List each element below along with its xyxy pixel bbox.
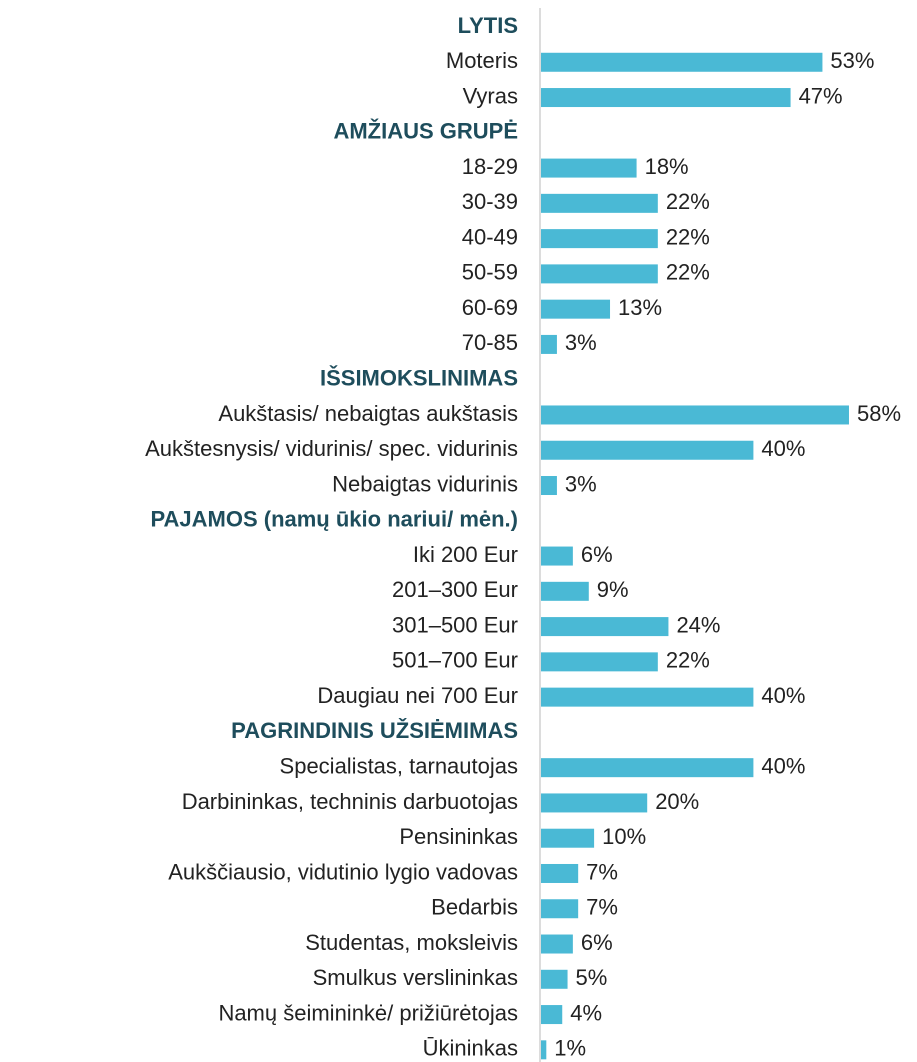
bar	[541, 476, 557, 496]
bar	[541, 299, 611, 319]
value-label: 7%	[586, 895, 618, 920]
category-label: 201–300 Eur	[392, 577, 518, 602]
bar	[541, 687, 754, 707]
value-label: 6%	[581, 542, 613, 567]
bar	[541, 52, 823, 72]
value-label: 7%	[586, 859, 618, 884]
bar	[541, 334, 557, 354]
group-header: LYTIS	[458, 13, 518, 38]
category-label: 50-59	[462, 260, 518, 285]
value-label: 40%	[761, 683, 805, 708]
bar	[541, 863, 579, 883]
category-label: Namų šeimininkė/ prižiūrėtojas	[218, 1000, 518, 1025]
group-header: PAJAMOS (namų ūkio nariui/ mėn.)	[150, 507, 518, 532]
category-label: Studentas, moksleivis	[305, 930, 518, 955]
category-label: 501–700 Eur	[392, 648, 518, 673]
category-label: Aukštesnysis/ vidurinis/ spec. vidurinis	[145, 436, 518, 461]
bar	[541, 193, 658, 213]
group-header: PAGRINDINIS UŽSIĖMIMAS	[231, 718, 518, 743]
value-label: 3%	[565, 330, 597, 355]
value-label: 22%	[666, 224, 710, 249]
category-label: Bedarbis	[431, 895, 518, 920]
value-label: 53%	[830, 48, 874, 73]
category-label: Pensininkas	[399, 824, 518, 849]
value-label: 40%	[761, 436, 805, 461]
value-label: 10%	[602, 824, 646, 849]
value-label: 3%	[565, 471, 597, 496]
value-label: 1%	[554, 1036, 586, 1061]
bar	[541, 969, 568, 989]
value-label: 18%	[645, 154, 689, 179]
category-label: Vyras	[463, 83, 518, 108]
category-label: Ūkininkas	[423, 1036, 518, 1061]
bar	[541, 229, 658, 249]
value-label: 6%	[581, 930, 613, 955]
bar	[541, 934, 573, 954]
value-label: 22%	[666, 260, 710, 285]
bar	[541, 828, 595, 848]
bar	[541, 1040, 547, 1060]
value-label: 22%	[666, 648, 710, 673]
bar	[541, 758, 754, 778]
value-label: 24%	[676, 612, 720, 637]
category-label: 60-69	[462, 295, 518, 320]
value-label: 22%	[666, 189, 710, 214]
category-label: Specialistas, tarnautojas	[280, 753, 518, 778]
bar	[541, 405, 849, 425]
category-label: 40-49	[462, 224, 518, 249]
category-label: 70-85	[462, 330, 518, 355]
category-label: 30-39	[462, 189, 518, 214]
category-label: Aukštasis/ nebaigtas aukštasis	[218, 401, 518, 426]
value-label: 13%	[618, 295, 662, 320]
group-header: AMŽIAUS GRUPĖ	[333, 119, 518, 144]
bar	[541, 1005, 563, 1025]
bar	[541, 617, 669, 637]
value-label: 58%	[857, 401, 901, 426]
value-label: 5%	[576, 965, 608, 990]
category-label: 301–500 Eur	[392, 612, 518, 637]
category-label: 18-29	[462, 154, 518, 179]
value-label: 9%	[597, 577, 629, 602]
bar	[541, 264, 658, 284]
bar	[541, 793, 648, 813]
value-label: 40%	[761, 753, 805, 778]
group-header: IŠSIMOKSLINIMAS	[320, 366, 518, 391]
bar	[541, 652, 658, 672]
bar	[541, 88, 791, 108]
value-label: 47%	[799, 83, 843, 108]
category-label: Aukščiausio, vidutinio lygio vadovas	[168, 859, 518, 884]
category-label: Smulkus verslininkas	[313, 965, 518, 990]
bar	[541, 899, 579, 919]
value-label: 4%	[570, 1000, 602, 1025]
bar	[541, 581, 589, 601]
category-label: Moteris	[446, 48, 518, 73]
category-label: Nebaigtas vidurinis	[332, 471, 518, 496]
value-label: 20%	[655, 789, 699, 814]
bar	[541, 546, 573, 566]
category-label: Darbininkas, techninis darbuotojas	[182, 789, 518, 814]
category-label: Iki 200 Eur	[413, 542, 518, 567]
bar	[541, 158, 637, 178]
bar	[541, 440, 754, 460]
category-label: Daugiau nei 700 Eur	[317, 683, 518, 708]
